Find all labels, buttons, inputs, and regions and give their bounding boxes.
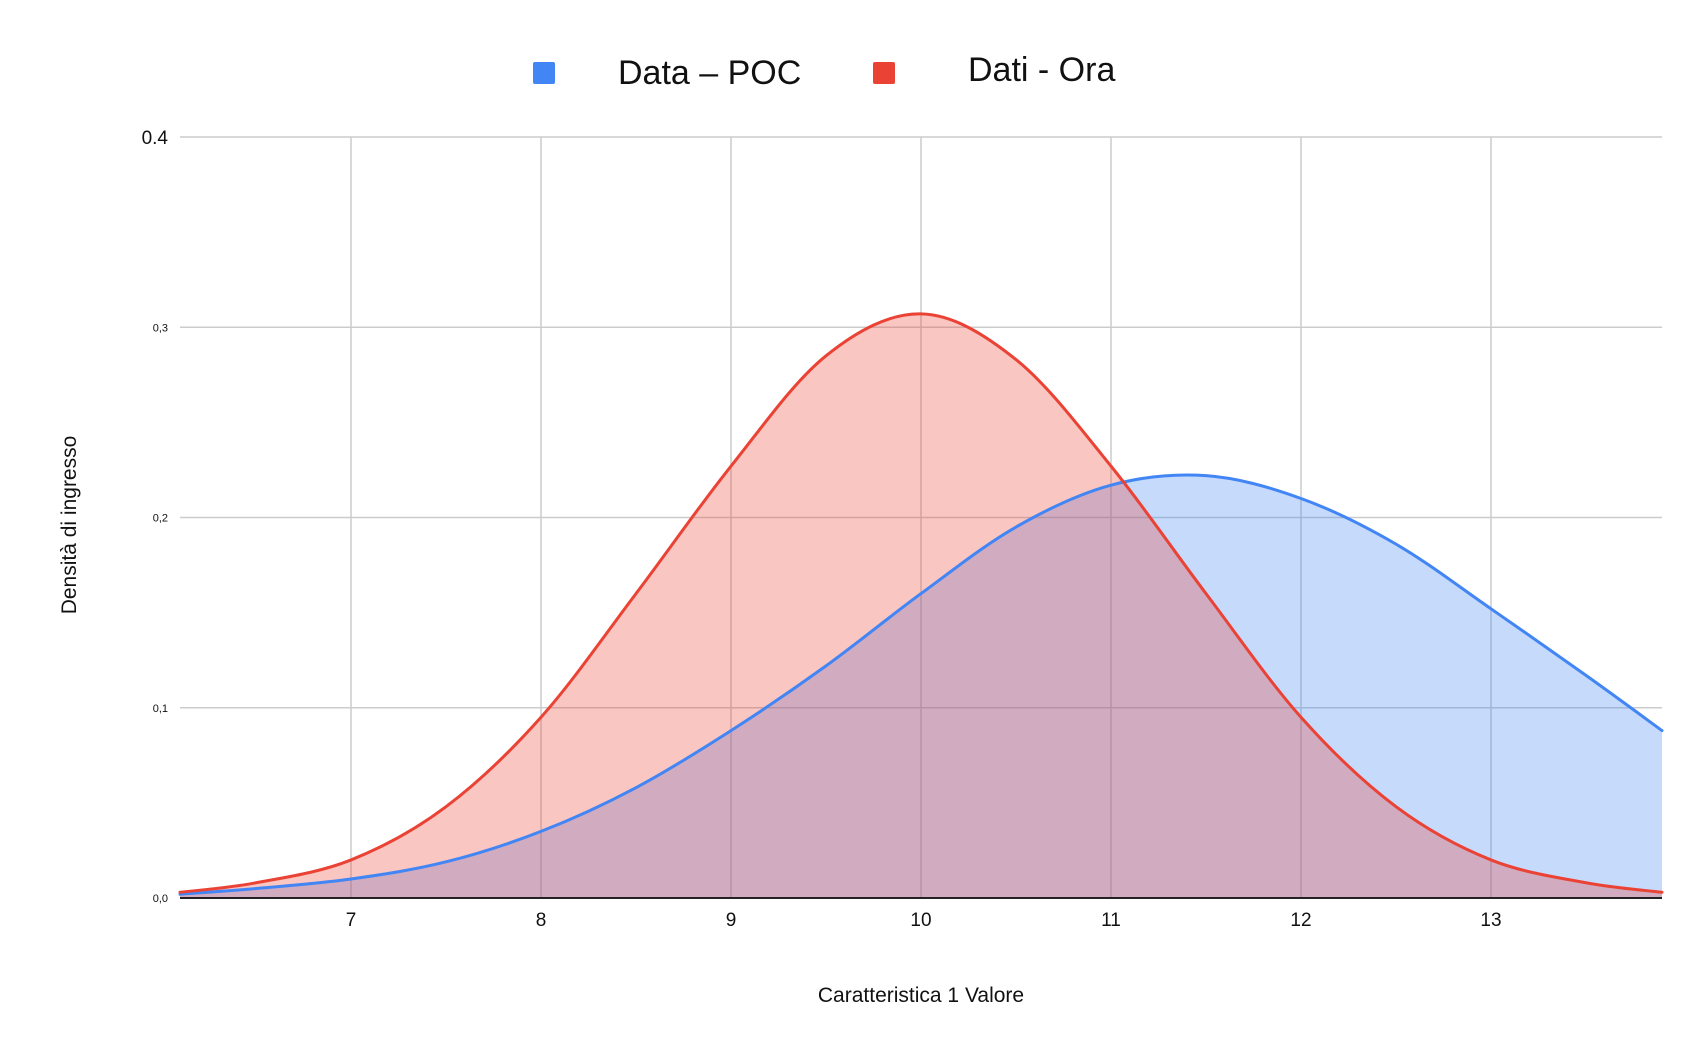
line-data-poc [178, 473, 1664, 896]
legend-swatch-data-poc [533, 62, 555, 84]
line-dati-ora [178, 312, 1664, 894]
area-dati-ora [180, 313, 1662, 898]
legend-label-dati-ora: Dati - Ora [968, 51, 1115, 89]
y-tick-label: 0,1 [153, 703, 168, 715]
grid-lines [180, 136, 1662, 898]
legend: Data – POC Dati - Ora [533, 51, 1115, 92]
y-axis-title: Densità di ingresso [58, 436, 81, 615]
series-areas [180, 313, 1662, 898]
x-tick-label: 10 [910, 910, 931, 931]
y-tick-label: 0,0 [153, 893, 168, 905]
legend-label-data-poc: Data – POC [618, 54, 801, 92]
series-lines [178, 312, 1664, 896]
x-tick-label: 12 [1290, 910, 1311, 931]
axes: 0,0 0,1 0,2 0,3 0.4 7 8 9 10 11 12 13 [142, 128, 1662, 931]
y-tick-label: 0,2 [153, 513, 168, 525]
y-tick-label: 0.4 [142, 128, 169, 149]
x-tick-label: 9 [726, 910, 737, 931]
x-tick-label: 7 [346, 910, 357, 931]
x-tick-label: 8 [536, 910, 547, 931]
y-tick-label: 0,3 [153, 322, 168, 334]
legend-swatch-dati-ora [873, 62, 895, 84]
x-tick-label: 13 [1480, 910, 1501, 931]
x-axis-title: Caratteristica 1 Valore [818, 984, 1024, 1007]
area-data-poc [180, 474, 1662, 898]
x-tick-label: 11 [1101, 910, 1121, 931]
